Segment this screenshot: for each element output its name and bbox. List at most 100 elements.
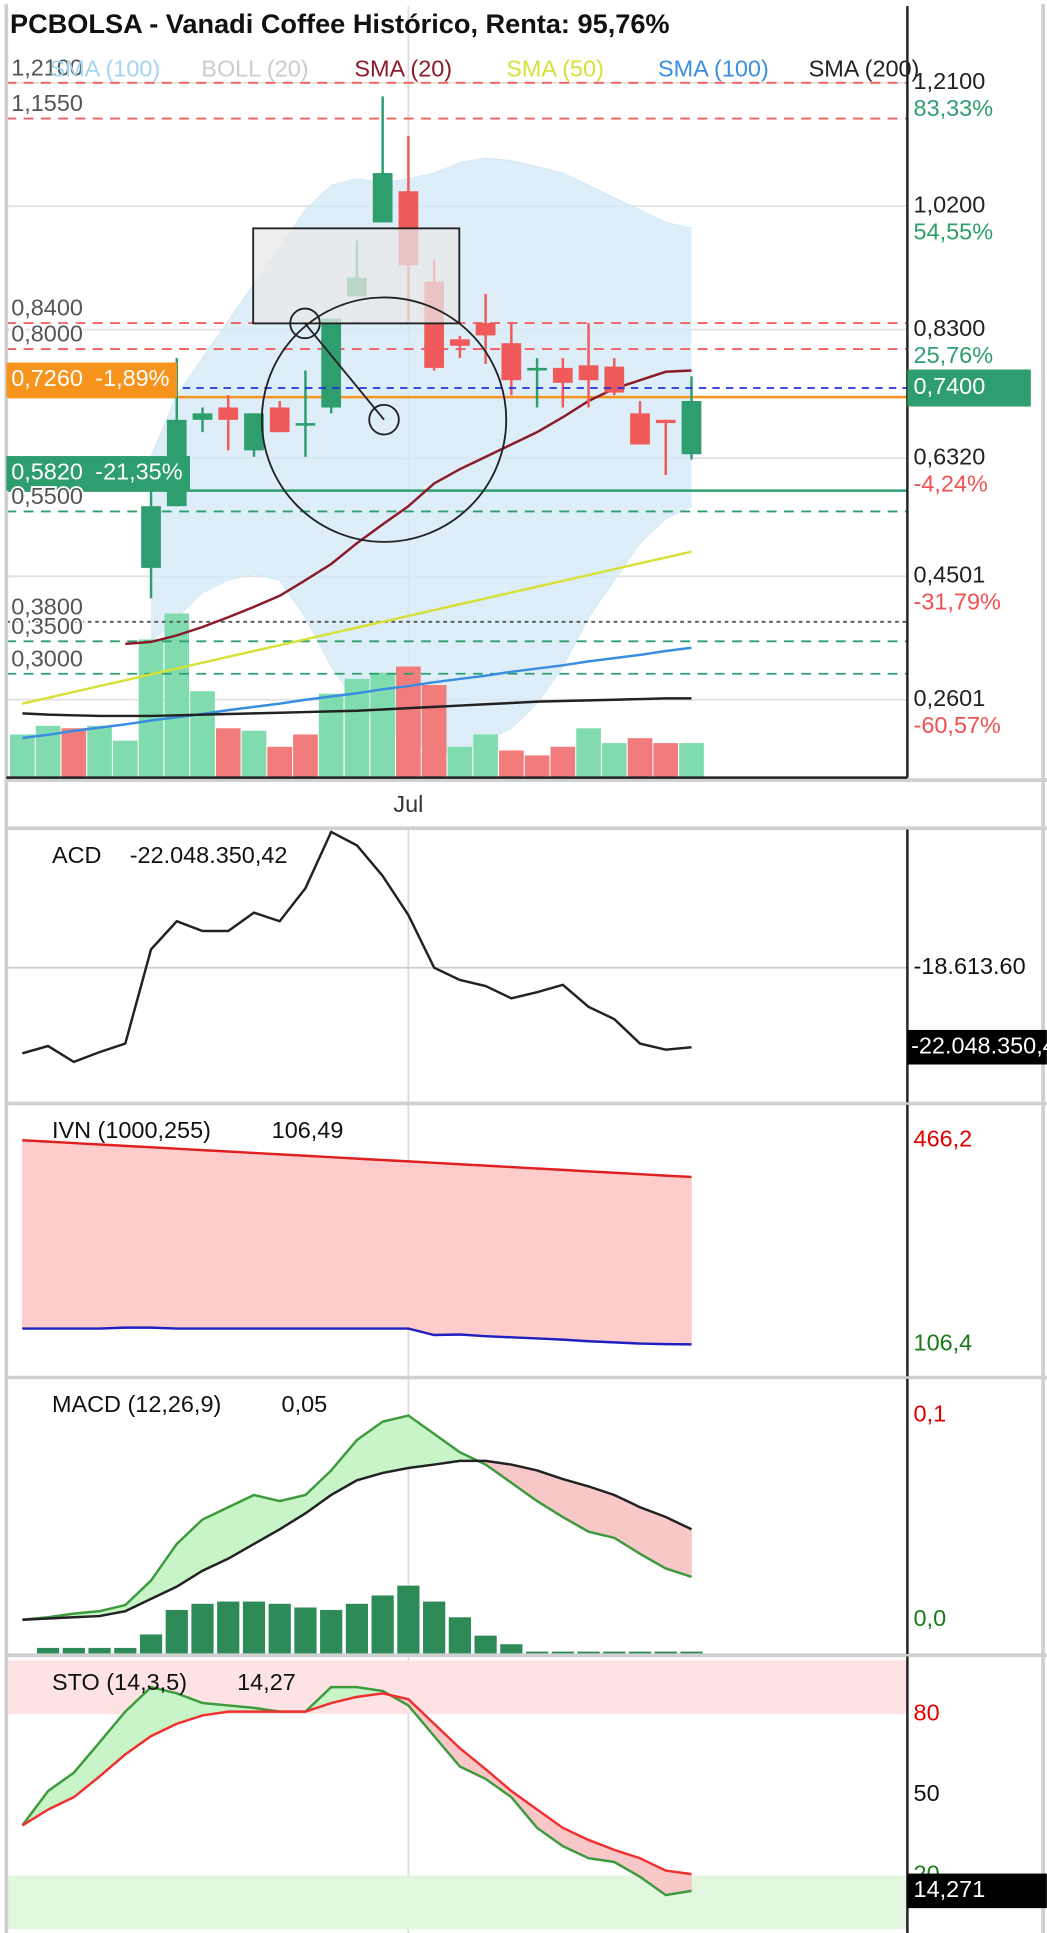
y-tick-change: 83,33% [914,95,994,121]
histogram-bar [474,1635,497,1655]
legend-entry: BOLL (20) [201,56,308,82]
candle-body [604,366,625,393]
indicator-name: MACD (12,26,9) [52,1391,221,1417]
volume-bar [138,639,164,778]
level-box [6,362,177,398]
current-value-box [907,1873,1047,1909]
ivn-panel [22,1104,692,1377]
line [21,1692,692,1876]
volume-bar [524,755,550,778]
line [22,550,692,705]
line [22,697,692,718]
level-label: 1,2100 [11,54,83,80]
candle-body [552,367,573,383]
handle [368,403,400,436]
fill-area [47,1141,75,1329]
fill-area [176,1148,203,1329]
fill-area [433,1162,461,1336]
drawn-circle [260,296,508,543]
volume-bar [10,734,35,778]
volume-bar [421,685,447,778]
line [22,1138,692,1179]
candle-body [218,407,239,420]
fill-area [382,1415,409,1474]
volume-bar [267,746,293,778]
fill-area [202,1149,229,1329]
histogram-bar [36,1647,60,1655]
drawing-tools [252,227,508,543]
y-tick-label: 0,0 [914,1605,947,1631]
indicator-name: STO (14,3,5) [52,1669,187,1695]
volume-bar [241,730,267,778]
band [6,1875,908,1930]
candle-body [321,318,342,408]
line [125,369,692,646]
candle-body [141,506,161,568]
level-label: 0,7260 [11,365,83,391]
y-tick-change: -31,79% [914,589,1001,615]
histogram-bar [345,1603,369,1655]
line [22,1459,693,1621]
fill-area [613,1172,641,1344]
fill-area [382,1159,409,1329]
acd-panel [6,829,908,1103]
histogram-bar [165,1609,188,1655]
indicator-value: 14,27 [237,1669,296,1695]
bollinger-line [150,157,692,458]
level-label: 0,8400 [11,295,83,321]
labels: Jul1,210083,33%1,020054,55%0,830025,76%0… [6,53,1047,1909]
histogram-bar [654,1651,677,1655]
y-tick-change: -4,24% [914,470,988,496]
candle-body [630,413,650,445]
fill-area [73,1142,100,1329]
fill-area [279,1154,306,1329]
x-tick-label: Jul [393,791,423,817]
histogram-bar [577,1651,600,1655]
handle [289,307,321,340]
volume-bar [473,734,498,778]
chart-title: PCBOLSA - Vanadi Coffee Histórico, Renta… [10,8,670,39]
level-box [6,456,190,491]
volume-bar [627,738,653,778]
drawn-rectangle [252,227,461,325]
candle-body [295,423,316,426]
candle-body [681,400,702,455]
drawn-line [304,322,385,421]
y-tick-change: -60,57% [914,712,1001,738]
current-price-box [907,369,1031,407]
indicator-name: IVN (1000,255) [52,1117,211,1143]
level-change: -21,35% [95,459,182,485]
volume-bar [498,750,524,778]
volume-bar [447,746,473,778]
volume-bar [679,743,704,778]
fill-area [150,1146,178,1329]
y-tick-label: 0,2601 [914,685,986,711]
line [22,1326,692,1346]
y-tick-label: 106,4 [914,1330,973,1356]
level-change: -1,89% [95,365,169,391]
volume-bar [112,740,138,778]
candle-body [449,339,470,346]
volume-bar [318,693,344,778]
candle-body [244,413,264,451]
line [21,1685,692,1897]
y-tick-label: 466,2 [914,1125,973,1151]
indicator-value: -22.048.350,42 [130,842,288,868]
volume-bar [653,743,679,778]
histogram-bar [88,1647,111,1655]
candle-body [527,367,547,371]
line [22,1414,692,1621]
y-tick-change: 54,55% [914,219,994,245]
volume-bar [396,666,421,778]
y-tick-label: 50 [914,1780,940,1806]
bollinger-line [150,505,692,754]
indicator-value: 0,05 [282,1391,328,1417]
level-label: 0,5500 [11,483,83,509]
fill-area [588,1171,615,1343]
indicator-value: 106,49 [272,1117,344,1143]
current-price-label: 0,7400 [914,373,986,399]
fill-area [511,1166,538,1339]
sto-panel [6,1656,908,1933]
candle-body [501,343,522,381]
